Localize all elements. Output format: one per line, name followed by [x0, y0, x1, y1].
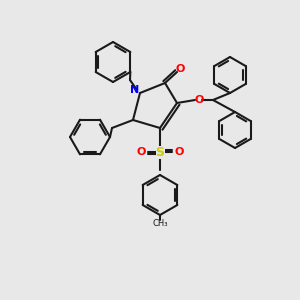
Text: O: O — [136, 147, 146, 157]
Text: O: O — [175, 64, 185, 74]
Text: S: S — [155, 146, 164, 158]
Text: N: N — [130, 85, 140, 95]
Text: CH₃: CH₃ — [152, 218, 168, 227]
Text: O: O — [194, 95, 204, 105]
Text: O: O — [174, 147, 184, 157]
